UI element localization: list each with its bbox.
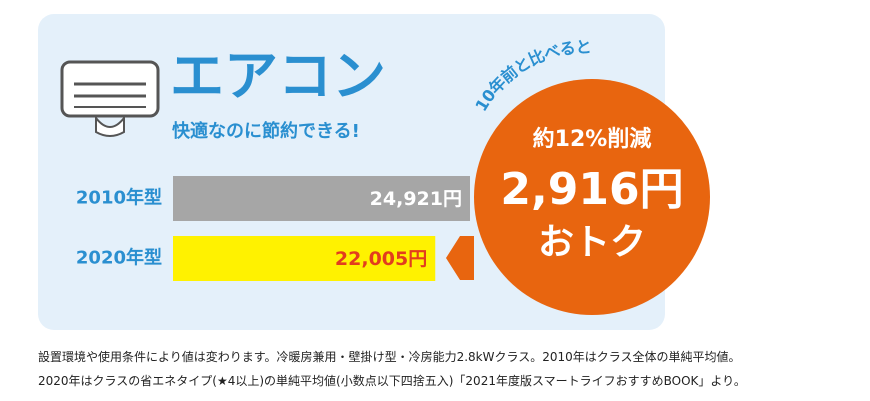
bar [173, 176, 470, 221]
aircon-icon [60, 60, 160, 137]
value-label: 22,005円 [335, 248, 427, 270]
note: 2020年はクラスの省エネタイプ(★4以上)の単純平均値(小数点以下四捨五入)「… [38, 374, 746, 388]
note: 設置環境や使用条件により値は変わります。冷暖房兼用・壁掛け型・冷房能力2.8kW… [38, 350, 741, 364]
badge-reduction: 約12%削減 [533, 126, 652, 152]
bar [173, 236, 436, 281]
arrow [446, 236, 474, 280]
badge-label: おトク [538, 222, 646, 263]
title: エアコン [170, 45, 386, 108]
category-label: 2010年型 [76, 187, 162, 209]
category-label: 2020年型 [76, 247, 162, 269]
badge-amount: 2,916円 [500, 164, 683, 215]
badge-circle [474, 79, 710, 315]
infographic: エアコン 快適なのに節約できる! 10年前と比べると 約12%削減 2,916円… [38, 14, 710, 330]
value-label: 24,921円 [370, 188, 462, 210]
subtitle: 快適なのに節約できる! [172, 120, 360, 142]
